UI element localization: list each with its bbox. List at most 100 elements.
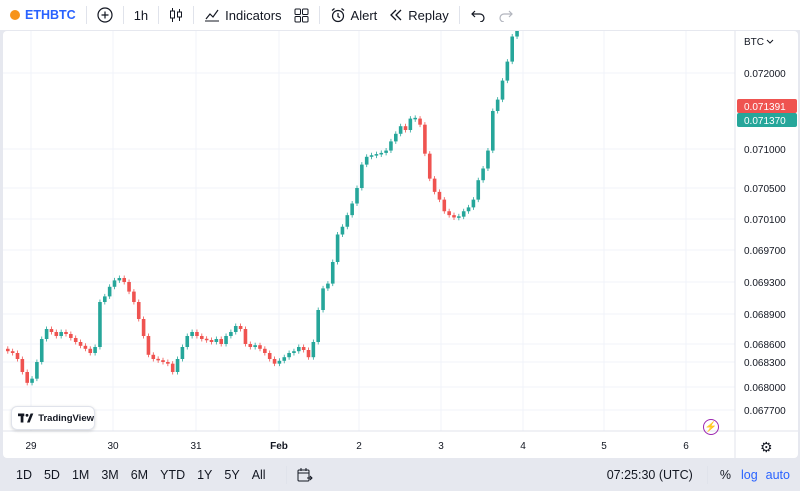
range-button-5d[interactable]: 5D: [43, 468, 60, 482]
candle: [369, 155, 374, 157]
range-button-5y[interactable]: 5Y: [224, 468, 240, 482]
candle: [442, 199, 447, 212]
candle: [515, 31, 519, 37]
interval-label[interactable]: 1h: [133, 7, 149, 23]
candle: [195, 332, 199, 336]
symbol-search[interactable]: ETHBTC: [0, 0, 82, 30]
candle: [437, 191, 442, 200]
candle: [374, 154, 379, 156]
candle: [39, 339, 44, 362]
range-button-6m[interactable]: 6M: [130, 468, 149, 482]
candle: [301, 347, 306, 350]
price-axis-currency[interactable]: BTC: [744, 37, 764, 48]
chart-grid: [3, 31, 735, 431]
candle: [107, 286, 112, 297]
candle: [88, 348, 93, 353]
range-button-1d[interactable]: 1D: [16, 468, 32, 482]
redo-icon: [499, 10, 513, 22]
chart-type-button[interactable]: [163, 0, 189, 30]
candle: [54, 332, 59, 336]
candle: [384, 150, 388, 153]
templates-button[interactable]: [288, 0, 315, 30]
symbol-name[interactable]: ETHBTC: [25, 8, 76, 22]
alert-button[interactable]: Alert: [324, 0, 384, 30]
tradingview-logo[interactable]: TradingView: [11, 406, 95, 430]
candle: [185, 336, 190, 347]
candle: [243, 329, 248, 344]
divider: [122, 6, 124, 24]
candle: [258, 345, 262, 349]
range-button-all[interactable]: All: [251, 468, 266, 482]
alert-label: Alert: [350, 7, 378, 23]
rewind-icon: [390, 9, 402, 21]
candle: [209, 340, 214, 342]
chart-panel: BTC 0.072000 0.071000 0.070500 0.070100 0.06…: [3, 31, 798, 458]
price-tick-label: 0.071000: [744, 145, 786, 156]
candle: [30, 378, 34, 383]
candle: [466, 207, 471, 212]
grid-layout-icon: [294, 8, 309, 22]
candle: [73, 338, 78, 342]
settings-gear-icon[interactable]: ⚙: [760, 439, 773, 455]
candle: [248, 344, 253, 347]
lightning-icon[interactable]: ⚡: [703, 419, 719, 435]
indicators-label: Indicators: [225, 7, 282, 23]
price-chart[interactable]: BTC 0.072000 0.071000 0.070500 0.070100 0.06…: [3, 31, 798, 458]
candle: [151, 354, 156, 359]
candle: [461, 211, 466, 217]
range-button-1y[interactable]: 1Y: [197, 468, 213, 482]
interval-button[interactable]: 1h: [128, 0, 154, 30]
candle: [263, 348, 267, 353]
candle: [486, 150, 490, 169]
tradingview-logo-icon: [18, 413, 34, 423]
candle: [471, 199, 476, 208]
divider: [158, 6, 160, 24]
candle: [379, 152, 384, 155]
replay-button[interactable]: Replay: [383, 0, 454, 30]
price-tick-label: 0.069300: [744, 278, 786, 289]
price-tick-label: 0.072000: [744, 69, 786, 80]
time-axis-ticks: 29 30 31 Feb 2 3 4 5 6: [25, 441, 689, 452]
indicators-button[interactable]: Indicators: [198, 0, 287, 30]
range-button-ytd[interactable]: YTD: [160, 468, 186, 482]
range-button-1m[interactable]: 1M: [71, 468, 90, 482]
time-tick-label: 31: [190, 441, 202, 452]
candle: [214, 339, 219, 342]
time-tick-label: 6: [683, 441, 689, 452]
candle: [204, 338, 209, 341]
candle: [510, 36, 514, 62]
candle: [200, 336, 204, 339]
candle: [287, 353, 291, 358]
candle: [500, 80, 505, 100]
candle: [282, 357, 287, 361]
redo-button[interactable]: [492, 0, 520, 30]
candle: [166, 362, 170, 364]
range-button-3m[interactable]: 3M: [101, 468, 119, 482]
undo-button[interactable]: [464, 0, 492, 30]
candle: [64, 332, 68, 334]
candle: [49, 329, 54, 332]
time-tick-label: 3: [438, 441, 444, 452]
high-price-label: 0.071391: [744, 102, 786, 113]
percent-toggle[interactable]: %: [719, 468, 731, 482]
compare-symbol-button[interactable]: [91, 0, 119, 30]
candle: [495, 99, 500, 111]
utc-clock[interactable]: 07:25:30 (UTC): [606, 468, 693, 482]
candle: [20, 359, 25, 372]
candle: [69, 334, 73, 338]
candle: [340, 226, 345, 235]
candle: [432, 178, 437, 192]
currency-dropdown-icon: [766, 39, 774, 44]
candle: [350, 203, 354, 216]
goto-date-button[interactable]: [291, 460, 319, 490]
candle: [398, 126, 403, 134]
candle: [127, 282, 131, 292]
calendar-goto-icon: [297, 468, 313, 482]
candle: [306, 350, 311, 358]
log-scale-toggle[interactable]: log: [740, 468, 758, 482]
auto-scale-toggle[interactable]: auto: [765, 468, 790, 482]
candle: [427, 153, 432, 179]
candle: [447, 211, 451, 216]
candle: [93, 347, 97, 353]
candle: [59, 332, 63, 336]
